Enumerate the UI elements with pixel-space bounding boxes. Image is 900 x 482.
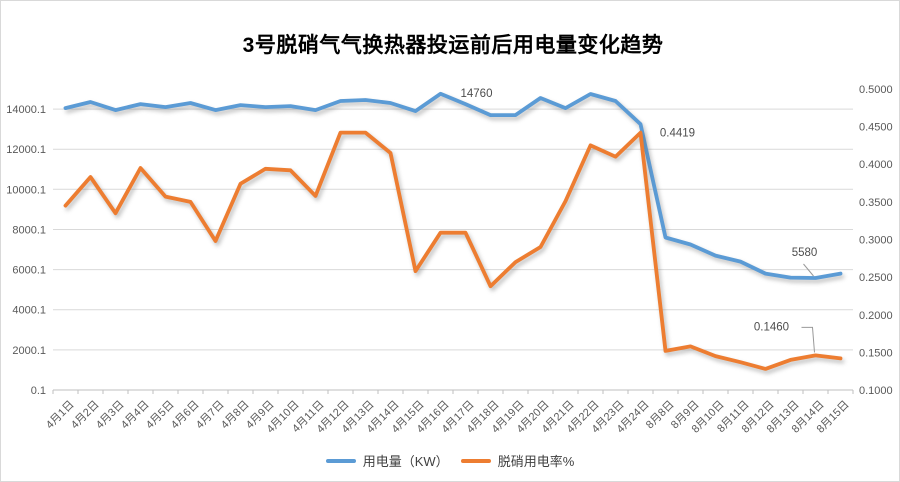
legend: 用电量（KW） 脱硝用电率% [1,451,899,470]
y-axis-label-left: 12000.1 [6,144,46,156]
y-axis-label-left: 6000.1 [12,265,46,277]
y-axis-label-left: 14000.1 [6,104,46,116]
chart-title: 3号脱硝气气换热器投运前后用电量变化趋势 [242,34,664,57]
label-leader-line [803,263,814,277]
y-axis-label-right: 0.2500 [859,272,893,284]
y-axis-label-left: 0.1 [31,385,46,397]
electricity-usage-line-swatch [325,458,356,463]
data-label: 0.4419 [660,128,695,140]
legend-item-electricity-usage: 用电量（KW） [325,451,449,470]
y-axis-label-right: 0.3000 [859,235,893,247]
y-axis-label-right: 0.4500 [859,122,893,134]
electricity-usage-line [63,91,843,280]
denitration-power-rate-line-swatch [460,458,491,463]
y-axis-label-left: 10000.1 [6,184,46,196]
denitration-power-rate-line [63,130,843,371]
legend-label-electricity-usage: 用电量（KW） [362,454,449,469]
y-axis-label-left: 4000.1 [12,305,46,317]
label-leader-line [801,326,815,353]
y-axis-label-right: 0.3500 [859,197,893,209]
legend-label-denitration-power-rate: 脱硝用电率% [497,454,575,469]
y-axis-label-right: 0.2000 [859,310,893,322]
data-label: 0.1460 [754,321,789,333]
y-axis-label-right: 0.4000 [859,159,893,171]
y-axis-label-left: 8000.1 [12,225,46,237]
data-label: 5580 [792,247,818,259]
y-axis-label-left: 2000.1 [12,345,46,357]
y-axis-label-right: 0.1000 [859,385,893,397]
legend-item-denitration-power-rate: 脱硝用电率% [460,451,575,470]
data-label: 14760 [461,88,493,100]
y-axis-label-right: 0.1500 [859,347,893,359]
y-axis-label-right: 0.5000 [859,84,893,96]
